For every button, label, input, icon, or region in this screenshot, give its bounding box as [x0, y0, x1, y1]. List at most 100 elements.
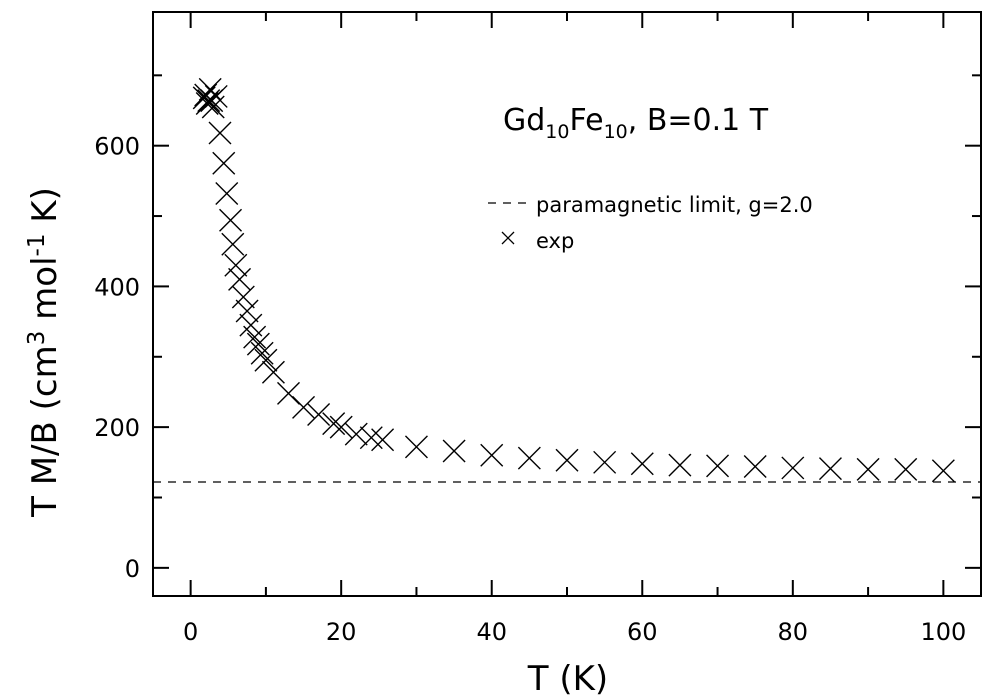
marker-stroke	[212, 151, 236, 175]
marker-stroke	[668, 453, 692, 477]
data-point-x-marker	[243, 325, 267, 349]
data-point-x-marker	[195, 91, 219, 115]
legend-label-paramagnetic: paramagnetic limit, g=2.0	[536, 193, 813, 217]
y-tick-label: 200	[94, 414, 140, 442]
data-point-x-marker	[215, 182, 239, 206]
data-point-x-marker	[212, 151, 236, 175]
y-tick-label: 600	[94, 133, 140, 161]
marker-stroke	[195, 91, 219, 115]
data-point-x-marker	[818, 457, 842, 481]
legend-label-exp: exp	[536, 229, 574, 253]
marker-stroke	[307, 402, 331, 426]
marker-stroke	[371, 428, 395, 452]
x-tick-label: 100	[920, 618, 966, 646]
data-point-x-marker	[404, 435, 428, 459]
marker-stroke	[818, 457, 842, 481]
marker-stroke	[630, 452, 654, 476]
data-point-x-marker	[231, 285, 255, 309]
data-point-x-marker	[668, 453, 692, 477]
marker-stroke	[197, 89, 221, 113]
data-point-x-marker	[630, 452, 654, 476]
data-point-x-marker	[371, 428, 395, 452]
data-point-x-marker	[224, 253, 248, 277]
marker-stroke	[204, 84, 228, 108]
data-point-x-marker	[204, 84, 228, 108]
data-point-x-marker	[555, 448, 579, 472]
marker-stroke	[593, 450, 617, 474]
data-point-x-marker	[329, 415, 353, 439]
marker-stroke	[254, 348, 278, 372]
y-tick-label: 400	[94, 273, 140, 301]
data-point-x-marker	[292, 395, 316, 419]
marker-stroke	[235, 299, 259, 323]
data-point-x-marker	[931, 459, 955, 483]
x-tick-label: 20	[326, 618, 357, 646]
marker-stroke	[221, 232, 245, 256]
marker-stroke	[239, 313, 263, 337]
marker-stroke	[243, 325, 267, 349]
marker-stroke	[292, 395, 316, 419]
data-point-x-marker	[246, 332, 270, 356]
y-tick-label: 0	[125, 555, 140, 583]
data-point-x-marker	[706, 454, 730, 478]
data-point-x-marker	[239, 313, 263, 337]
data-point-x-marker	[261, 360, 285, 384]
data-point-x-marker	[235, 299, 259, 323]
data-point-x-marker	[221, 232, 245, 256]
marker-stroke	[276, 381, 300, 405]
marker-stroke	[781, 456, 805, 480]
marker-stroke	[743, 455, 767, 479]
data-point-x-marker	[480, 443, 504, 467]
data-point-x-marker	[442, 439, 466, 463]
data-point-x-marker	[254, 348, 278, 372]
marker-stroke	[442, 439, 466, 463]
marker-stroke	[208, 121, 232, 145]
axes-frame	[152, 11, 982, 597]
x-tick-label: 60	[627, 618, 658, 646]
plot-area	[153, 77, 981, 483]
marker-stroke	[517, 446, 541, 470]
marker-stroke	[201, 95, 225, 119]
marker-stroke	[931, 459, 955, 483]
marker-stroke	[322, 412, 346, 436]
data-point-x-marker	[307, 402, 331, 426]
marker-stroke	[250, 341, 274, 365]
data-point-x-marker	[359, 426, 383, 450]
legend-x-marker	[501, 231, 515, 245]
marker-stroke	[555, 448, 579, 472]
x-tick-label: 80	[778, 618, 809, 646]
data-point-x-marker	[322, 412, 346, 436]
data-point-x-marker	[197, 89, 221, 113]
marker-stroke	[480, 443, 504, 467]
marker-stroke	[231, 285, 255, 309]
data-point-x-marker	[517, 446, 541, 470]
data-point-x-marker	[344, 422, 368, 446]
marker-stroke	[329, 415, 353, 439]
marker-stroke	[215, 182, 239, 206]
data-point-x-marker	[781, 456, 805, 480]
data-point-x-marker	[208, 121, 232, 145]
data-point-x-marker	[219, 208, 243, 232]
marker-stroke	[224, 253, 248, 277]
marker-stroke	[706, 454, 730, 478]
x-tick-label: 40	[476, 618, 507, 646]
marker-stroke	[856, 457, 880, 481]
legend: paramagnetic limit, g=2.0 exp	[488, 193, 813, 253]
marker-stroke	[246, 332, 270, 356]
y-axis-ticks: 0 200 400 600	[94, 74, 981, 583]
marker-stroke	[344, 422, 368, 446]
marker-stroke	[359, 426, 383, 450]
data-point-x-marker	[593, 450, 617, 474]
chart-annotation: Gd10Fe10, B=0.1 T	[503, 103, 769, 143]
data-point-x-marker	[894, 457, 918, 481]
marker-stroke	[894, 457, 918, 481]
data-point-x-marker	[228, 267, 252, 291]
data-point-x-marker	[201, 95, 225, 119]
x-axis-title: T (K)	[527, 659, 608, 696]
x-axis-ticks: 0 20 40 60 80 100	[183, 12, 966, 646]
axes-border	[152, 11, 982, 597]
data-point-x-marker	[856, 457, 880, 481]
x-tick-label: 0	[183, 618, 198, 646]
data-point-x-marker	[250, 341, 274, 365]
